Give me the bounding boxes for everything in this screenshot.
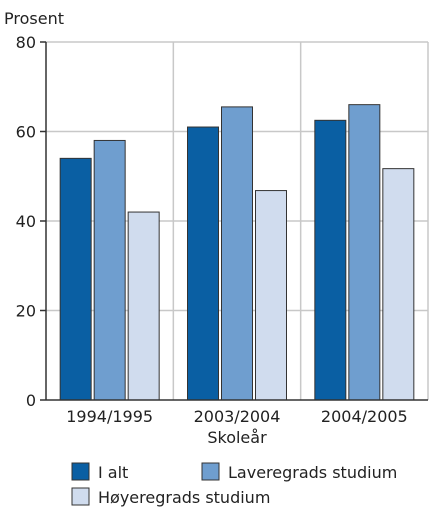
tick-labels: 1994/1995 2003/2004 2004/2005 0 20 40 60 80 (16, 33, 408, 426)
bar-1-2 (255, 190, 287, 401)
y-tick-label: 80 (16, 33, 36, 52)
legend-label-i-alt: I alt (98, 463, 128, 482)
legend: I alt Laveregrads studium Høyeregrads st… (71, 462, 397, 507)
x-tick-label: 2004/2005 (321, 407, 408, 426)
bar-2-0 (314, 119, 347, 401)
legend-swatch-i-alt (71, 462, 90, 481)
bar-1-0 (187, 126, 219, 401)
y-tick-label: 40 (16, 212, 36, 231)
y-unit-label: Prosent (4, 9, 64, 28)
legend-swatch-hoyeregrads (71, 487, 90, 506)
bars (59, 104, 415, 401)
x-axis-label: Skoleår (207, 428, 267, 447)
y-tick-label: 20 (16, 302, 36, 321)
legend-label-laveregrads: Laveregrads studium (228, 463, 397, 482)
bar-2-2 (382, 168, 415, 401)
axes (40, 41, 428, 401)
bar-0-0 (59, 157, 92, 401)
x-tick-label: 1994/1995 (66, 407, 153, 426)
y-tick-label: 0 (26, 391, 36, 410)
y-tick-label: 60 (16, 123, 36, 142)
bar-0-1 (93, 139, 126, 401)
legend-swatch-laveregrads (201, 462, 220, 481)
bar-2-1 (348, 104, 381, 401)
bar-0-2 (127, 211, 160, 401)
legend-label-hoyeregrads: Høyeregrads studium (98, 488, 270, 507)
x-tick-label: 2003/2004 (194, 407, 281, 426)
bar-1-1 (221, 106, 253, 401)
